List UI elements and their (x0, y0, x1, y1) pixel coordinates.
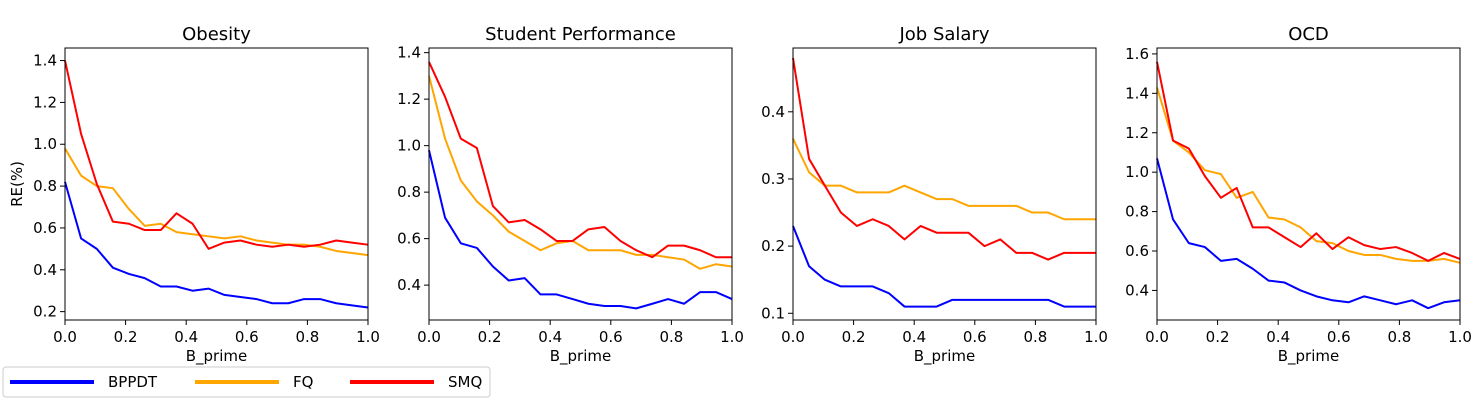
legend-label: SMQ (448, 373, 482, 391)
chart-title: Job Salary (898, 24, 989, 45)
x-tick-label: 0.8 (295, 328, 319, 346)
x-tick-label: 0.2 (1206, 328, 1230, 346)
series-line-smq (428, 61, 732, 259)
y-tick-label: 0.2 (761, 237, 785, 255)
series-line-bppdt (64, 181, 369, 309)
x-tick-label: 0.6 (963, 328, 987, 346)
legend-entry-bppdt: BPPDT (10, 373, 158, 391)
x-tick-label: 0.4 (1266, 328, 1290, 346)
x-tick-label: 0.0 (781, 328, 805, 346)
x-tick-label: 0.2 (842, 328, 866, 346)
chart-panels: 0.0 0.2 0.4 0.6 0.8 1.0 0.2 0.4 0.6 0.8 1.0 1.2 1.4 O… (8, 24, 1472, 366)
chart-title: OCD (1288, 24, 1329, 45)
chart-title: Obesity (182, 24, 251, 45)
chart-panel-job-salary: 0.0 0.2 0.4 0.6 0.8 1.0 0.1 0.2 0.3 0.4 Job Salary… (761, 24, 1108, 366)
x-tick-label: 0.0 (1145, 328, 1169, 346)
series-line-bppdt (1156, 158, 1461, 310)
y-tick-label: 0.8 (33, 177, 57, 195)
plot-frame (1156, 47, 1461, 321)
x-tick-label: 1.0 (720, 328, 744, 346)
plot-frame (64, 47, 369, 321)
y-tick-label: 1.2 (397, 90, 421, 108)
x-axis-label: B_prime (914, 347, 976, 366)
y-tick-label: 1.0 (33, 135, 57, 153)
x-tick-label: 0.4 (902, 328, 926, 346)
x-axis-label: B_prime (186, 347, 248, 366)
x-tick-label: 0.6 (235, 328, 259, 346)
y-tick-label: 0.4 (1125, 281, 1149, 299)
chart-panel-student-performance: 0.0 0.2 0.4 0.6 0.8 1.0 0.4 0.6 0.8 1.0 1.2 1.4 Stud… (397, 24, 744, 366)
x-axis-label: B_prime (550, 347, 612, 366)
y-tick-label: 1.2 (1125, 124, 1149, 142)
y-tick-label: 1.6 (1125, 45, 1149, 63)
y-tick-label: 1.4 (397, 44, 421, 62)
x-tick-label: 1.0 (356, 328, 380, 346)
x-tick-label: 0.4 (174, 328, 198, 346)
series-line-smq (64, 60, 369, 250)
y-tick-label: 0.8 (1125, 203, 1149, 221)
series-line-smq (792, 57, 1096, 261)
x-tick-label: 0.8 (1023, 328, 1047, 346)
plot-frame (428, 47, 733, 321)
series-line-fq (792, 138, 1096, 221)
legend-label: FQ (293, 373, 313, 391)
x-axis-label: B_prime (1278, 347, 1340, 366)
x-tick-label: 0.2 (114, 328, 138, 346)
x-tick-label: 0.6 (599, 328, 623, 346)
chart-title: Student Performance (485, 24, 676, 45)
chart-panel-ocd: 0.0 0.2 0.4 0.6 0.8 1.0 0.4 0.6 0.8 1.0 1.2 1.4 1.6 O… (1125, 24, 1472, 366)
series-line-fq (428, 75, 733, 270)
y-tick-label: 0.4 (33, 261, 57, 279)
x-tick-label: 1.0 (1084, 328, 1108, 346)
x-tick-label: 0.6 (1327, 328, 1351, 346)
plot-frame (792, 47, 1097, 321)
y-tick-label: 0.1 (761, 304, 785, 322)
x-tick-label: 0.8 (1387, 328, 1411, 346)
y-tick-label: 1.0 (1125, 163, 1149, 181)
x-tick-label: 0.4 (538, 328, 562, 346)
y-tick-label: 0.8 (397, 183, 421, 201)
y-tick-label: 0.6 (33, 219, 57, 237)
x-tick-label: 0.0 (53, 328, 77, 346)
y-tick-label: 0.6 (397, 230, 421, 248)
chart-panel-obesity: 0.0 0.2 0.4 0.6 0.8 1.0 0.2 0.4 0.6 0.8 1.0 1.2 1.4 O… (8, 24, 380, 366)
series-line-smq (1156, 61, 1461, 262)
x-tick-label: 0.0 (417, 328, 441, 346)
legend-entry-smq: SMQ (350, 373, 482, 391)
series-line-fq (64, 147, 369, 257)
y-tick-label: 0.4 (397, 276, 421, 294)
y-tick-label: 1.2 (33, 93, 57, 111)
y-tick-label: 0.3 (761, 170, 785, 188)
legend: BPPDT FQ SMQ (2, 366, 491, 398)
y-tick-label: 0.4 (761, 103, 785, 121)
series-line-bppdt (428, 150, 733, 310)
x-tick-label: 0.8 (659, 328, 683, 346)
series-line-bppdt (792, 225, 1096, 308)
x-tick-label: 1.0 (1448, 328, 1472, 346)
y-axis-label: RE(%) (8, 161, 26, 207)
legend-label: BPPDT (108, 373, 158, 391)
legend-entry-fq: FQ (195, 373, 313, 391)
y-tick-label: 1.0 (397, 137, 421, 155)
y-tick-label: 1.4 (1125, 84, 1149, 102)
y-tick-label: 0.2 (33, 303, 57, 321)
series-line-fq (1156, 87, 1461, 264)
x-tick-label: 0.2 (478, 328, 502, 346)
y-tick-label: 0.6 (1125, 242, 1149, 260)
y-tick-label: 1.4 (33, 52, 57, 70)
